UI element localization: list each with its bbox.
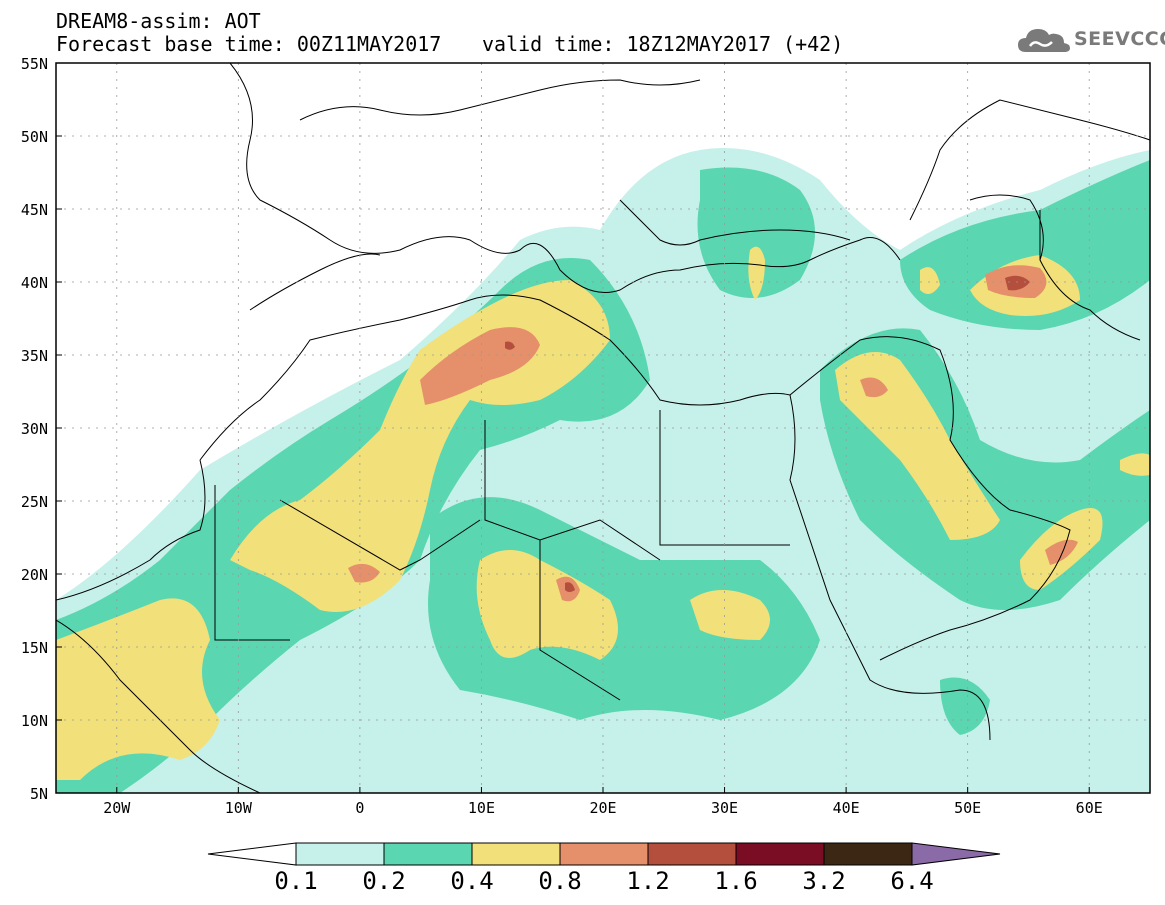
lon-label: 60E [1076,799,1103,817]
lat-label: 10N [21,712,48,730]
map-title: DREAM8-assim: AOT [56,9,261,33]
lat-label: 15N [21,639,48,657]
colorbar-segment [383,842,473,866]
colorbar-segment [823,842,913,866]
colorbar-level-label: 1.6 [714,867,758,895]
lon-label: 10E [468,799,495,817]
colorbar-under-arrow [207,842,297,866]
colorbar-segment [647,842,737,866]
lon-label: 20W [103,799,131,817]
lat-label: 35N [21,347,48,365]
lat-label: 20N [21,566,48,584]
colorbar-segment [735,842,825,866]
colorbar-over-arrow [911,842,1001,866]
cloud-icon [1018,29,1070,52]
colorbar-level-label: 1.2 [626,867,670,895]
lon-label: 40E [833,799,860,817]
colorbar-level-label: 6.4 [890,867,934,895]
lon-label: 20E [589,799,616,817]
latitude-labels: 55N 50N 45N 40N 35N 30N 25N 20N 15N 10N 5N [21,55,62,803]
colorbar-level-label: 0.8 [538,867,582,895]
lon-label: 0 [355,799,364,817]
aot-band-1.2 [505,275,1030,592]
colorbar-segment [471,842,561,866]
lat-label: 45N [21,201,48,219]
aot-band-0.1 [56,148,1150,793]
valid-time: valid time: 18Z12MAY2017 (+42) [482,32,844,56]
colorbar-level-label: 3.2 [802,867,846,895]
lon-label: 50E [954,799,981,817]
lon-label: 30E [711,799,738,817]
lon-label: 10W [225,799,253,817]
lat-label: 30N [21,420,48,438]
colorbar [207,842,1001,866]
colorbar-segment [295,842,385,866]
coastlines-borders [56,63,1150,793]
lat-label: 5N [30,785,48,803]
lat-label: 25N [21,493,48,511]
forecast-base-time: Forecast base time: 00Z11MAY2017 [56,32,442,56]
lat-label: 40N [21,274,48,292]
lat-label: 50N [21,128,48,146]
longitude-labels: 20W 10W 0 10E 20E 30E 40E 50E 60E [103,787,1103,817]
lat-label: 55N [21,55,48,73]
colorbar-level-label: 0.4 [450,867,494,895]
colorbar-segment [559,842,649,866]
colorbar-level-label: 0.2 [362,867,406,895]
seevccc-logo: SEEVCCC [1016,22,1165,58]
colorbar-level-label: 0.1 [274,867,318,895]
logo-text: SEEVCCC [1074,28,1165,50]
map-grid [56,63,1150,793]
